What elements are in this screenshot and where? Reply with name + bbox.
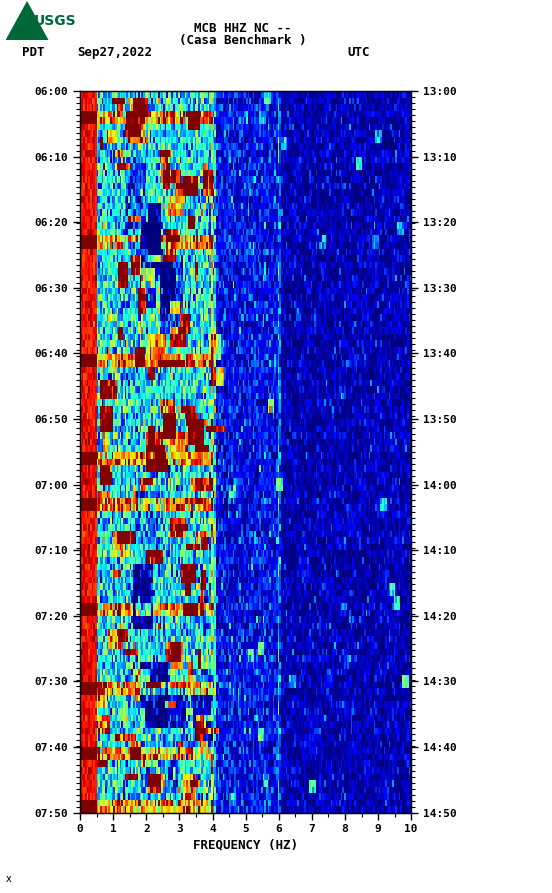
- Text: Sep27,2022: Sep27,2022: [77, 46, 152, 59]
- Text: PDT: PDT: [22, 46, 45, 59]
- Text: MCB HHZ NC --: MCB HHZ NC --: [194, 22, 291, 36]
- Text: USGS: USGS: [34, 13, 77, 28]
- Polygon shape: [6, 1, 49, 40]
- Text: x: x: [6, 874, 11, 884]
- Text: (Casa Benchmark ): (Casa Benchmark ): [179, 34, 306, 47]
- Text: UTC: UTC: [348, 46, 370, 59]
- X-axis label: FREQUENCY (HZ): FREQUENCY (HZ): [193, 839, 298, 852]
